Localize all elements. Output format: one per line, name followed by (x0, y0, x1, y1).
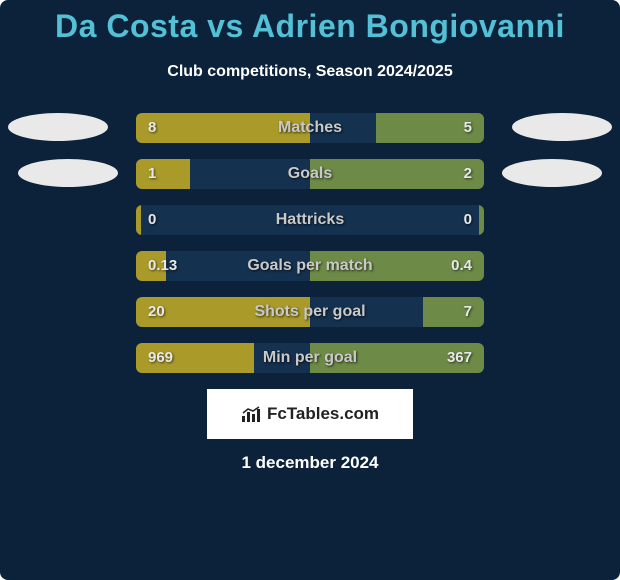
player-right-badge (512, 113, 612, 141)
player-left-badge (8, 113, 108, 141)
chart-icon (241, 406, 261, 422)
stat-row: 12Goals (0, 159, 620, 189)
stat-row: 207Shots per goal (0, 297, 620, 327)
stat-label: Shots per goal (136, 297, 484, 327)
stat-label: Matches (136, 113, 484, 143)
page-title: Da Costa vs Adrien Bongiovanni (0, 0, 620, 45)
fctables-logo: FcTables.com (207, 389, 413, 439)
comparison-card: Da Costa vs Adrien Bongiovanni Club comp… (0, 0, 620, 580)
stat-label: Min per goal (136, 343, 484, 373)
stat-label: Goals per match (136, 251, 484, 281)
title-vs: vs (198, 8, 252, 44)
player-left-badge (18, 159, 118, 187)
stat-row: 85Matches (0, 113, 620, 143)
stat-label: Goals (136, 159, 484, 189)
logo-text: FcTables.com (267, 404, 379, 424)
player-left-name: Da Costa (55, 8, 198, 44)
stats-rows: 85Matches 12Goals 00Hattricks 0.130.4Goals … (0, 113, 620, 373)
player-right-name: Adrien Bongiovanni (252, 8, 565, 44)
subtitle: Club competitions, Season 2024/2025 (0, 63, 620, 81)
stat-row: 0.130.4Goals per match (0, 251, 620, 281)
date-text: 1 december 2024 (0, 453, 620, 473)
stat-row: 969367Min per goal (0, 343, 620, 373)
stat-label: Hattricks (136, 205, 484, 235)
player-right-badge (502, 159, 602, 187)
stat-row: 00Hattricks (0, 205, 620, 235)
